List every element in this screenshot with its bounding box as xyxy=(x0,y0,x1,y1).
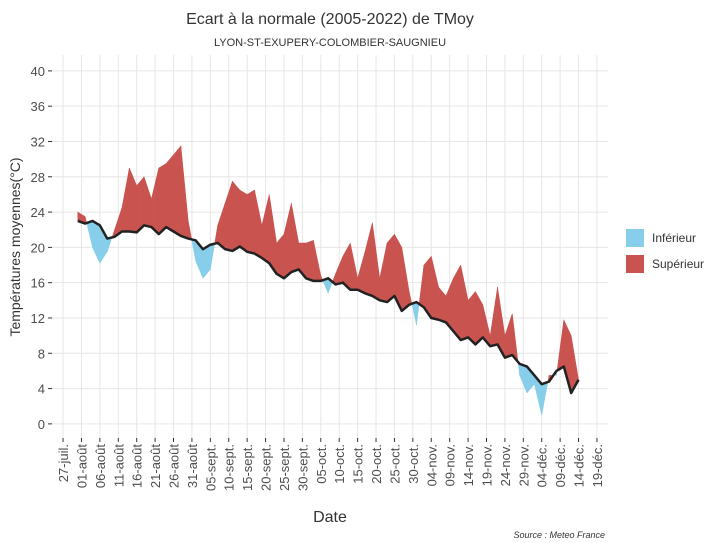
caption: Source : Meteo France xyxy=(513,530,605,540)
area-segment xyxy=(467,290,476,346)
x-tick-label: 21-août xyxy=(148,444,163,488)
area-segment xyxy=(291,203,299,273)
x-tick-label: 06-août xyxy=(93,444,108,488)
area-segment xyxy=(313,240,322,282)
x-tick-label: 10-oct. xyxy=(332,444,347,484)
y-tick-label: 32 xyxy=(31,134,45,149)
x-tick-label: 05-sept. xyxy=(203,444,218,491)
x-tick-label: 04-déc. xyxy=(535,444,550,487)
x-tick-label: 15-oct. xyxy=(351,444,366,484)
area-segment xyxy=(541,381,549,416)
x-tick-label: 10-sept. xyxy=(222,444,237,491)
area-segment xyxy=(475,290,484,346)
legend-swatch xyxy=(626,229,644,247)
area-segment xyxy=(350,242,358,290)
area-segment xyxy=(173,145,182,237)
y-tick-label: 36 xyxy=(31,99,45,114)
x-tick-label: 24-nov. xyxy=(498,444,513,486)
x-tick-label: 09-nov. xyxy=(443,444,458,486)
area-segment xyxy=(210,243,215,270)
x-tick-label: 30-oct. xyxy=(406,444,421,484)
x-tick-label: 20-oct. xyxy=(369,444,384,484)
area-segment xyxy=(121,167,130,232)
y-tick-label: 20 xyxy=(31,240,45,255)
x-tick-label: 25-oct. xyxy=(387,444,402,484)
x-axis-label: Date xyxy=(313,509,347,526)
x-tick-label: 09-déc. xyxy=(553,444,568,487)
area-segment xyxy=(276,233,285,279)
y-tick-label: 8 xyxy=(38,346,45,361)
legend-swatch xyxy=(626,255,644,273)
x-tick-label: 15-sept. xyxy=(240,444,255,491)
y-tick-label: 24 xyxy=(31,205,45,220)
area-segment xyxy=(232,180,241,252)
area-segment xyxy=(187,220,192,240)
area-segment xyxy=(401,247,410,312)
chart-subtitle: LYON-ST-EXUPERY-COLOMBIER-SAUGNIEU xyxy=(214,37,446,49)
area-segment xyxy=(239,189,248,253)
area-segment xyxy=(92,220,101,264)
area-segment xyxy=(386,233,395,303)
area-segment xyxy=(460,264,469,341)
y-tick-label: 16 xyxy=(31,276,45,291)
y-axis-label: Températures moyennes(°C) xyxy=(7,157,23,336)
x-tick-label: 25-sept. xyxy=(277,444,292,491)
area-segment xyxy=(416,301,420,326)
x-tick-label: 31-août xyxy=(185,444,200,488)
area-segment xyxy=(86,220,93,248)
area-segment xyxy=(357,251,366,294)
area-segment xyxy=(217,203,226,250)
area-segment xyxy=(165,154,174,232)
x-tick-label: 14-déc. xyxy=(572,444,587,487)
legend-label: Inférieur xyxy=(652,231,696,245)
area-segment xyxy=(246,189,255,254)
area-segment xyxy=(418,265,425,308)
x-tick-label: 01-août xyxy=(74,444,89,488)
x-tick-label: 16-août xyxy=(130,444,145,488)
area-segment xyxy=(379,242,388,303)
x-tick-label: 19-déc. xyxy=(590,444,605,487)
area-segment xyxy=(224,181,233,252)
area-segment xyxy=(158,163,167,235)
x-tick-label: 04-nov. xyxy=(424,444,439,486)
area-segment xyxy=(431,256,439,321)
area-segment xyxy=(268,194,277,275)
y-tick-label: 0 xyxy=(38,417,45,432)
legend-label: Supérieur xyxy=(652,257,704,271)
y-tick-label: 12 xyxy=(31,311,45,326)
area-segment xyxy=(504,313,513,359)
area-segment xyxy=(136,176,145,233)
normal-line xyxy=(77,219,580,395)
area-segment xyxy=(438,286,447,323)
y-tick-label: 40 xyxy=(31,64,45,79)
x-tick-label: 29-nov. xyxy=(516,444,531,486)
x-tick-label: 30-sept. xyxy=(295,444,310,491)
y-tick-label: 4 xyxy=(38,382,45,397)
area-segment xyxy=(180,145,189,239)
area-segment xyxy=(254,189,263,259)
area-segment xyxy=(283,203,292,279)
x-tick-label: 20-sept. xyxy=(259,444,274,491)
y-tick-label: 28 xyxy=(31,170,45,185)
area-segment xyxy=(129,167,137,233)
x-tick-label: 11-août xyxy=(111,444,126,488)
area-segment xyxy=(214,225,218,245)
x-tick-label: 14-nov. xyxy=(461,444,476,486)
x-tick-label: 27-juil. xyxy=(56,444,71,482)
area-segment xyxy=(305,239,314,282)
x-tick-label: 05-oct. xyxy=(314,444,329,484)
area-segment xyxy=(143,176,152,228)
x-tick-label: 19-nov. xyxy=(479,444,494,486)
area-segment xyxy=(453,264,461,341)
area-segment xyxy=(364,222,373,297)
chart-title: Ecart à la normale (2005-2022) de TMoy xyxy=(186,11,474,28)
area-segment xyxy=(489,287,498,347)
x-tick-label: 26-août xyxy=(167,444,182,488)
